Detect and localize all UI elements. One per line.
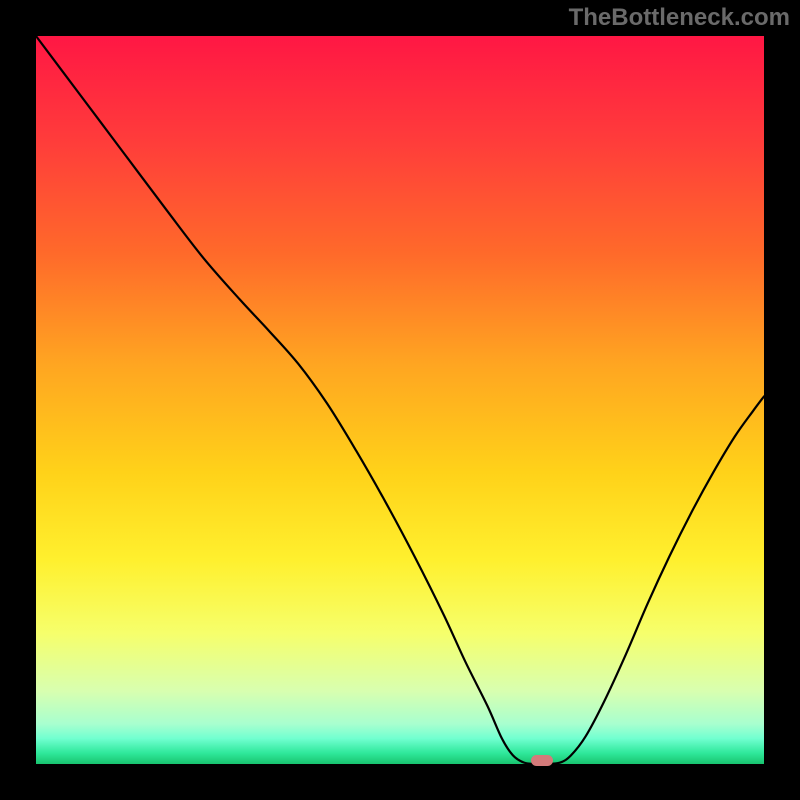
watermark-text: TheBottleneck.com [569, 4, 790, 32]
optimal-marker [531, 755, 553, 766]
chart-container: TheBottleneck.com [0, 0, 800, 800]
chart-background [36, 36, 764, 764]
bottleneck-chart [0, 0, 800, 800]
